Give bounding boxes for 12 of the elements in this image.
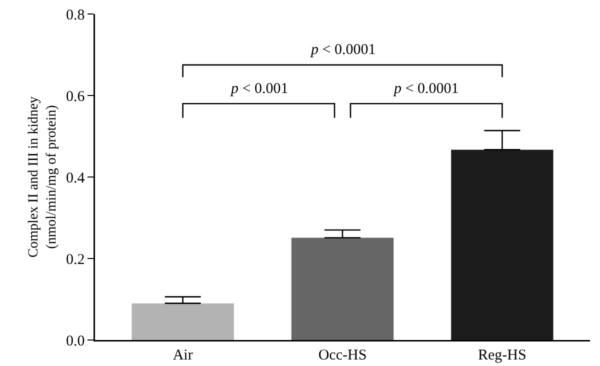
annotation: p < 0.001 (230, 81, 288, 97)
y-tick-label: 0.6 (66, 88, 86, 105)
y-tick-label: 0.4 (66, 170, 86, 186)
x-tick-label: Air (172, 347, 193, 364)
y-tick-label: 0.2 (66, 252, 85, 268)
y-tick-label: 0.8 (66, 7, 85, 24)
y-axis-title: Complex II and III in kidney (nmol/min/mg of protein) (26, 96, 60, 258)
annotation: p < 0.0001 (310, 42, 376, 58)
x-tick-label: Occ-HS (318, 347, 367, 364)
y-tick-label: 0.0 (66, 333, 85, 350)
annotation: p < 0.0001 (393, 81, 459, 97)
x-tick-label: Reg-HS (478, 347, 526, 364)
